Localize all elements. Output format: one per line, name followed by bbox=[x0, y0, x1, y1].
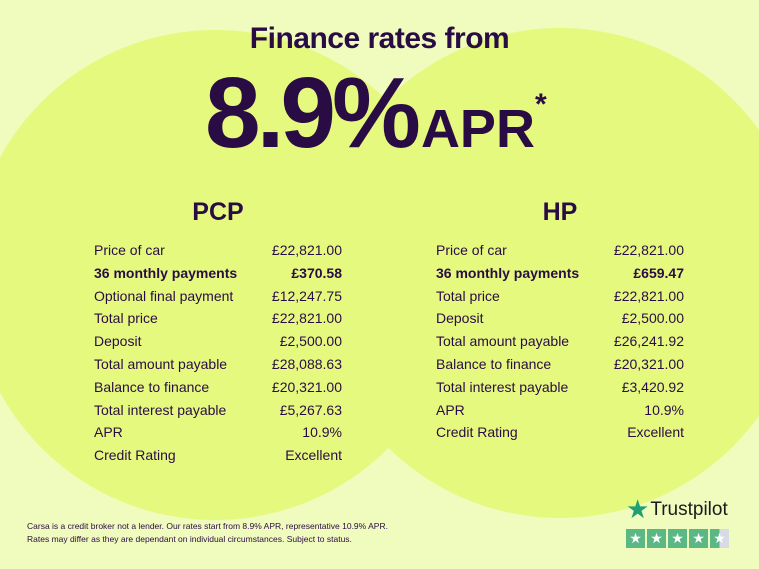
row-value: £12,247.75 bbox=[271, 287, 342, 304]
rate-display: 8.9% APR * bbox=[205, 58, 547, 168]
row-value: £20,321.00 bbox=[613, 355, 684, 372]
table-row: APR 10.9% bbox=[94, 421, 342, 444]
disclaimer: Carsa is a credit broker not a lender. O… bbox=[27, 520, 388, 546]
disclaimer-line: Carsa is a credit broker not a lender. O… bbox=[27, 521, 388, 531]
table-row: Credit Rating Excellent bbox=[94, 444, 342, 467]
row-label: Total amount payable bbox=[436, 333, 570, 350]
row-value: £28,088.63 bbox=[271, 355, 342, 372]
row-value: £26,241.92 bbox=[613, 333, 684, 350]
row-label: Price of car bbox=[94, 242, 165, 258]
row-value: £5,267.63 bbox=[279, 401, 342, 418]
rating-star-icon: ★ bbox=[647, 529, 666, 548]
headline: Finance rates from bbox=[249, 22, 510, 55]
pcp-title: PCP bbox=[192, 198, 244, 226]
apr-label: APR bbox=[420, 99, 535, 159]
table-row: 36 monthly payments £659.47 bbox=[436, 262, 684, 285]
row-value: £22,821.00 bbox=[271, 310, 342, 327]
row-value: £659.47 bbox=[633, 264, 684, 281]
table-row: Balance to finance £20,321.00 bbox=[436, 353, 684, 376]
trustpilot-rating: ★ ★ ★ ★ ★ bbox=[626, 529, 729, 548]
row-value: £22,821.00 bbox=[613, 287, 684, 304]
table-row: Balance to finance £20,321.00 bbox=[94, 376, 342, 399]
row-value: £22,821.00 bbox=[271, 242, 342, 258]
row-label: Total price bbox=[436, 287, 500, 304]
row-label: APR bbox=[436, 401, 465, 418]
row-value: £22,821.00 bbox=[613, 242, 684, 258]
table-row: Optional final payment £12,247.75 bbox=[94, 285, 342, 308]
rating-star-icon: ★ bbox=[710, 529, 729, 548]
row-value: £3,420.92 bbox=[621, 378, 684, 395]
rating-star-icon: ★ bbox=[668, 529, 687, 548]
row-label: Total interest payable bbox=[94, 401, 227, 418]
trustpilot-label: Trustpilot bbox=[650, 498, 728, 520]
trustpilot-star-icon: ★ bbox=[626, 494, 650, 524]
hp-table: HP Price of car £22,821.00 36 monthly paym… bbox=[436, 198, 684, 444]
row-label: Balance to finance bbox=[94, 378, 210, 395]
table-row: Total amount payable £26,241.92 bbox=[436, 330, 684, 353]
row-value: 10.9% bbox=[644, 401, 684, 418]
row-label: APR bbox=[94, 424, 123, 441]
row-label: Total interest payable bbox=[436, 378, 569, 395]
row-label: Price of car bbox=[436, 242, 507, 258]
table-row: Total price £22,821.00 bbox=[436, 285, 684, 308]
row-label: Deposit bbox=[94, 333, 142, 350]
left-circle-bg bbox=[0, 30, 460, 520]
row-value: 10.9% bbox=[302, 424, 342, 441]
row-label: Balance to finance bbox=[436, 355, 552, 372]
table-row: Total interest payable £5,267.63 bbox=[94, 399, 342, 422]
table-row: 36 monthly payments £370.58 bbox=[94, 262, 342, 285]
table-row: Total price £22,821.00 bbox=[94, 307, 342, 330]
row-label: Credit Rating bbox=[436, 424, 518, 441]
row-label: 36 monthly payments bbox=[436, 264, 580, 281]
hp-title: HP bbox=[542, 198, 578, 226]
table-row: APR 10.9% bbox=[436, 399, 684, 422]
table-row: Price of car £22,821.00 bbox=[436, 239, 684, 262]
row-label: Optional final payment bbox=[94, 287, 234, 304]
asterisk: * bbox=[534, 88, 547, 121]
rate-value: 8.9% bbox=[205, 57, 421, 169]
row-label: Total price bbox=[94, 310, 158, 327]
row-value: £20,321.00 bbox=[271, 378, 342, 395]
row-value: £370.58 bbox=[291, 264, 342, 281]
table-row: Total amount payable £28,088.63 bbox=[94, 353, 342, 376]
rating-star-icon: ★ bbox=[689, 529, 708, 548]
row-label: Total amount payable bbox=[94, 355, 228, 372]
table-row: Credit Rating Excellent bbox=[436, 421, 684, 444]
hp-rows: Price of car £22,821.00 36 monthly payment… bbox=[436, 239, 684, 444]
row-value: Excellent bbox=[285, 447, 342, 464]
table-row: Deposit £2,500.00 bbox=[94, 330, 342, 353]
row-value: £2,500.00 bbox=[279, 333, 342, 350]
table-row: Price of car £22,821.00 bbox=[94, 239, 342, 262]
right-circle-bg bbox=[315, 28, 759, 518]
trustpilot-badge: ★ Trustpilot ★ ★ ★ ★ ★ bbox=[626, 494, 729, 548]
row-label: 36 monthly payments bbox=[94, 264, 238, 281]
row-value: £2,500.00 bbox=[621, 310, 684, 327]
row-label: Credit Rating bbox=[94, 447, 176, 464]
row-label: Deposit bbox=[436, 310, 484, 327]
pcp-rows: Price of car £22,821.00 36 monthly payment… bbox=[94, 239, 342, 467]
table-row: Total interest payable £3,420.92 bbox=[436, 376, 684, 399]
row-value: Excellent bbox=[627, 424, 684, 441]
rating-star-icon: ★ bbox=[626, 529, 645, 548]
table-row: Deposit £2,500.00 bbox=[436, 307, 684, 330]
disclaimer-line: Rates may differ as they are dependant o… bbox=[27, 534, 352, 544]
pcp-table: PCP Price of car £22,821.00 36 monthly pay… bbox=[94, 198, 342, 467]
